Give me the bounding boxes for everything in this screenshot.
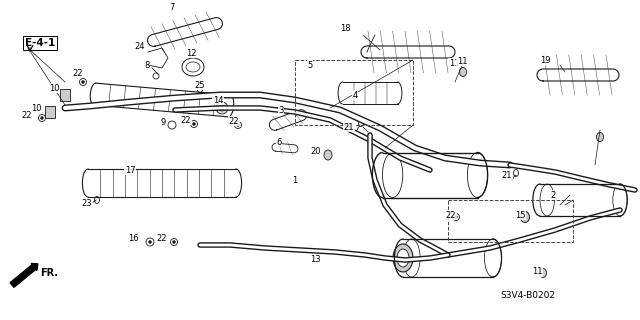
Ellipse shape [81,81,84,84]
FancyArrow shape [10,263,38,287]
Text: 11: 11 [532,268,542,276]
Text: 21: 21 [344,123,355,132]
Text: 1: 1 [292,175,298,185]
Text: 16: 16 [128,234,138,243]
Ellipse shape [460,68,467,76]
Bar [45,106,55,118]
Ellipse shape [79,78,86,85]
Ellipse shape [148,241,152,244]
Text: 22: 22 [22,110,32,119]
Ellipse shape [454,215,458,219]
Ellipse shape [40,116,44,119]
Text: 22: 22 [228,116,239,125]
Text: 5: 5 [307,60,312,69]
Text: 22: 22 [73,68,83,77]
Ellipse shape [153,73,159,79]
Text: 2: 2 [550,190,556,199]
Ellipse shape [393,244,413,272]
Bar [60,89,70,101]
Ellipse shape [513,170,518,177]
Bar [448,200,573,242]
Ellipse shape [216,102,228,114]
Ellipse shape [95,196,99,204]
Text: 13: 13 [310,255,320,265]
Ellipse shape [397,249,409,267]
Ellipse shape [324,150,332,160]
Text: 8: 8 [144,60,150,69]
Ellipse shape [198,87,202,92]
Ellipse shape [146,238,154,246]
Ellipse shape [38,115,45,122]
Ellipse shape [237,124,239,126]
Ellipse shape [234,122,241,129]
Text: S3V4-B0202: S3V4-B0202 [500,291,555,300]
Text: 22: 22 [445,211,456,220]
Text: 17: 17 [125,165,135,174]
Ellipse shape [520,212,529,222]
Ellipse shape [168,121,176,129]
Text: 15: 15 [515,211,525,220]
Ellipse shape [540,268,547,277]
Text: 19: 19 [540,55,550,65]
Text: 4: 4 [353,91,358,100]
Text: 10: 10 [31,103,41,113]
Text: FR.: FR. [40,268,58,278]
Ellipse shape [358,119,364,126]
Text: 12: 12 [186,49,196,58]
Ellipse shape [173,241,175,244]
Text: 22: 22 [180,116,191,124]
Text: 9: 9 [161,117,166,126]
Text: 14: 14 [212,95,223,105]
Text: 22: 22 [157,234,167,243]
Text: 11: 11 [449,59,460,68]
Text: 25: 25 [195,81,205,90]
Text: E-4-1: E-4-1 [25,38,55,48]
Ellipse shape [170,238,177,245]
Ellipse shape [191,121,198,127]
Text: 11: 11 [457,57,467,66]
Ellipse shape [193,123,195,125]
Text: 21: 21 [502,171,512,180]
Ellipse shape [596,132,604,141]
Text: 24: 24 [135,42,145,51]
Bar [295,60,413,125]
Ellipse shape [219,105,225,111]
Text: 7: 7 [170,3,175,12]
Text: 10: 10 [49,84,60,92]
Text: 23: 23 [82,198,92,207]
Text: 18: 18 [340,23,350,33]
Text: 20: 20 [311,147,321,156]
Text: 6: 6 [276,138,282,147]
Ellipse shape [452,213,460,220]
Text: 3: 3 [278,106,284,115]
